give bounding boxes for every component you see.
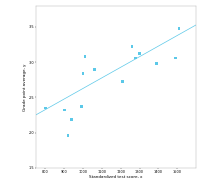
Point [138, 52, 141, 55]
Point [130, 45, 134, 48]
Point [83, 55, 87, 58]
Point [44, 107, 47, 110]
Point [155, 62, 158, 65]
Point [134, 56, 137, 59]
Point [177, 27, 181, 30]
Point [70, 118, 73, 121]
X-axis label: Standardized test score, x: Standardized test score, x [89, 175, 143, 179]
Point [80, 105, 83, 108]
Point [81, 72, 85, 75]
Point [63, 109, 66, 112]
Point [174, 56, 177, 59]
Point [93, 68, 96, 71]
Point [121, 80, 124, 83]
Y-axis label: Grade point average, y: Grade point average, y [23, 63, 27, 111]
Point [66, 134, 70, 137]
